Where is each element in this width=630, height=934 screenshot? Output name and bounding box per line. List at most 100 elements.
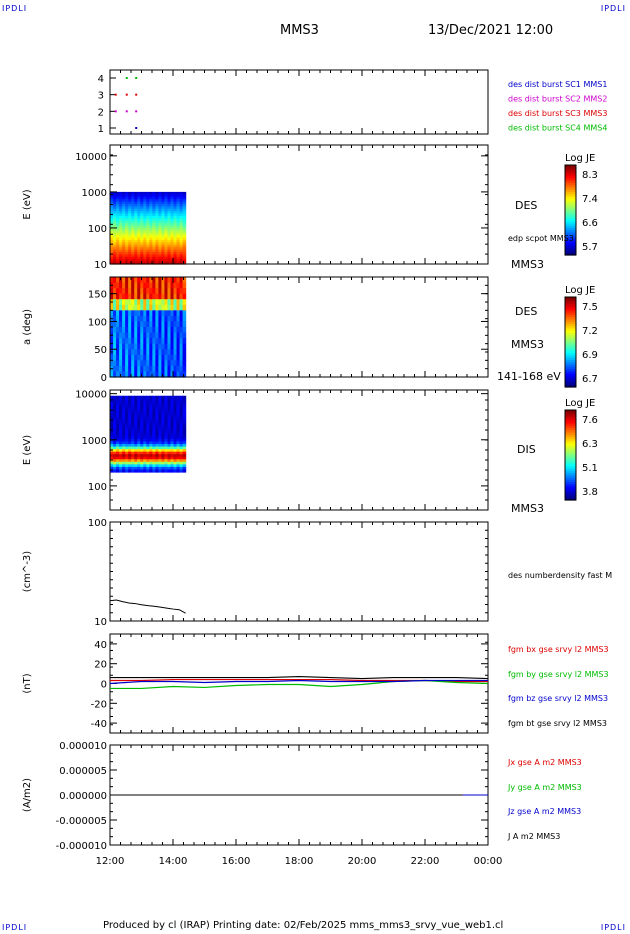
spectrogram-cell	[110, 411, 114, 415]
spectrogram-cell	[164, 451, 169, 455]
colorbar-cell	[565, 239, 576, 243]
spectrogram-cell	[152, 395, 156, 399]
spectrogram-cell	[170, 293, 175, 300]
spectrogram-cell	[179, 418, 184, 422]
spectrogram-cell	[155, 338, 159, 345]
spectrogram-cell	[152, 261, 156, 265]
colorbar-cell	[565, 303, 576, 307]
spectrogram-cell	[149, 277, 153, 284]
spectrogram-cell	[122, 464, 126, 468]
spectrogram-cell	[146, 230, 150, 234]
spectrogram-cell	[161, 215, 166, 219]
spectrogram-cell	[155, 360, 159, 367]
spectrogram-cell	[158, 225, 163, 229]
spectrogram-cell	[164, 413, 169, 417]
spectrogram-cell	[176, 218, 181, 222]
spectrogram-cell	[125, 428, 129, 432]
spectrogram-cell	[173, 365, 178, 373]
spectrogram-cell	[143, 451, 147, 455]
spectrogram-cell	[149, 398, 153, 402]
spectrogram-cell	[137, 365, 141, 373]
spectrogram-cell	[116, 354, 120, 361]
spectrogram-cell	[131, 454, 135, 458]
spectrogram-cell	[173, 293, 178, 300]
spectrogram-cell	[146, 259, 150, 263]
right-label-sc: MMS3	[511, 258, 544, 271]
spectrogram-cell	[119, 411, 123, 415]
spectrogram-cell	[116, 261, 120, 265]
spectrogram-cell	[179, 413, 184, 417]
spectrogram-cell	[134, 431, 138, 435]
spectrogram-cell	[173, 371, 178, 378]
colorbar-cell	[565, 493, 576, 497]
spectrogram-cell	[176, 208, 181, 212]
spectrogram-cell	[155, 213, 159, 217]
spectrogram-cell	[164, 196, 169, 200]
spectrogram-cell	[152, 213, 156, 217]
colorbar-cell	[565, 189, 576, 193]
spectrogram-cell	[179, 423, 184, 427]
spectrogram-cell	[155, 315, 159, 323]
spectrogram-cell	[137, 244, 141, 248]
spectrogram-cell	[128, 400, 132, 404]
spectrogram-cell	[143, 282, 147, 289]
spectrogram-cell	[125, 315, 129, 323]
spectrogram-cell	[161, 405, 166, 410]
spectrogram-cell	[143, 249, 147, 253]
spectrogram-cell	[116, 371, 120, 378]
spectrogram-cell	[140, 446, 144, 450]
spectrogram-cell	[149, 456, 153, 460]
x-tick-label: 14:00	[159, 856, 188, 867]
spectrogram-cell	[164, 354, 169, 361]
colorbar-cell	[565, 207, 576, 211]
spectrogram-cell	[173, 332, 178, 339]
spectrogram-cell	[140, 213, 144, 217]
spectrogram-cell	[179, 398, 184, 402]
spectrogram-cell	[119, 321, 123, 328]
spectrogram-cell	[155, 395, 159, 399]
spectrogram-cell	[122, 203, 126, 207]
spectrogram-cell	[167, 230, 172, 234]
spectrogram-cell	[131, 431, 135, 435]
spectrogram-cell	[155, 400, 159, 404]
spectrogram-cell	[149, 223, 153, 227]
spectrogram-cell	[176, 365, 181, 373]
spectrogram-cell	[176, 211, 181, 215]
spectrogram-cell	[113, 218, 117, 222]
spectrogram-cell	[179, 371, 184, 378]
spectrogram-cell	[131, 360, 135, 367]
spectrogram-cell	[176, 203, 181, 207]
colorbar-cell	[565, 366, 576, 370]
colorbar-tick-label: 7.2	[582, 326, 598, 337]
right-label-sc: MMS3	[511, 502, 544, 515]
spectrogram-cell	[119, 244, 123, 248]
spectrogram-cell	[137, 220, 141, 224]
spectrogram-cell	[167, 332, 172, 339]
spectrogram-cell	[119, 203, 123, 207]
spectrogram-cell	[134, 201, 138, 205]
spectrogram-cell	[134, 354, 138, 361]
spectrogram-cell	[113, 418, 117, 422]
spectrogram-cell	[182, 220, 187, 224]
spectrogram-cell	[173, 461, 178, 465]
spectrogram-cell	[116, 454, 120, 458]
spectrogram-cell	[182, 230, 187, 234]
spectrogram-cell	[134, 436, 138, 440]
spectrogram-cell	[137, 451, 141, 455]
spectrogram-cell	[137, 416, 141, 420]
spectrogram-cell	[128, 411, 132, 415]
spectrogram-cell	[146, 254, 150, 258]
colorbar-cell	[565, 491, 576, 494]
spectrogram-cell	[110, 208, 114, 212]
legend-entry: des numberdensity fast M	[508, 571, 612, 580]
spectrogram-cell	[167, 459, 172, 463]
spectrogram-cell	[161, 444, 166, 448]
spectrogram-cell	[149, 304, 153, 311]
colorbar-cell	[565, 169, 576, 173]
spectrogram-cell	[113, 433, 117, 438]
spectrogram-cell	[167, 449, 172, 453]
spectrogram-cell	[137, 428, 141, 432]
spectrogram-cell	[182, 451, 187, 455]
spectrogram-cell	[146, 201, 150, 205]
spectrogram-cell	[113, 403, 117, 407]
